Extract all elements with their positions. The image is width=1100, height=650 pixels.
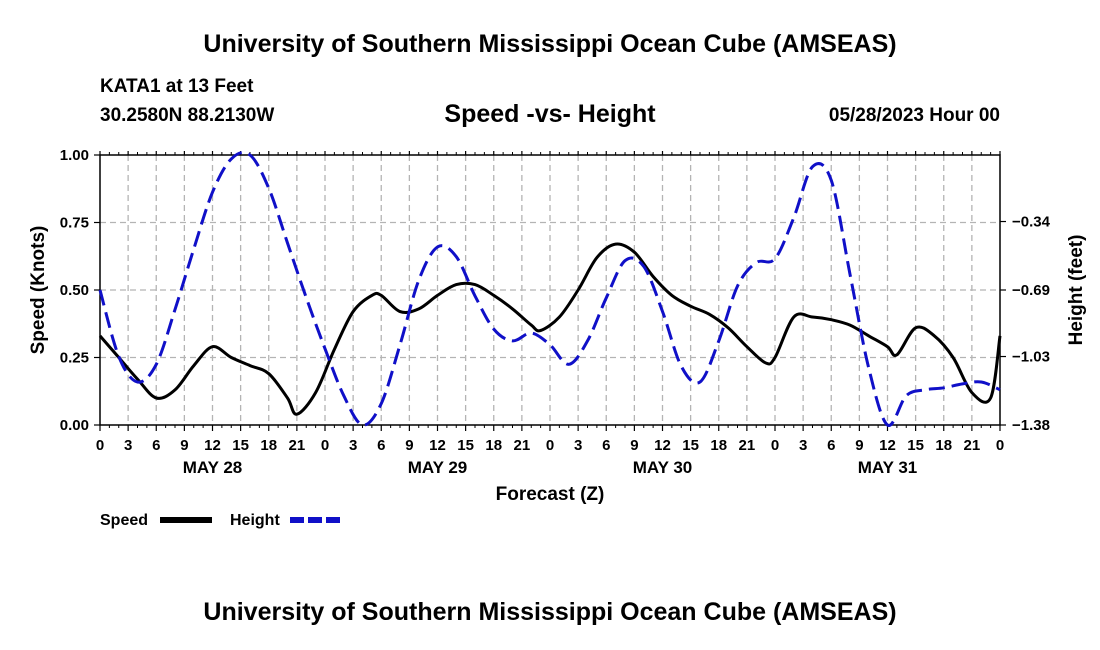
x-tick-label: 21 (289, 437, 306, 454)
x-axis-label: Forecast (Z) (496, 484, 605, 505)
x-tick-label: 3 (574, 437, 582, 454)
x-tick-label: 9 (180, 437, 188, 454)
day-label: MAY 30 (633, 458, 693, 477)
y-tick-label: 0.50 (60, 282, 89, 299)
x-tick-label: 18 (935, 437, 952, 454)
x-tick-label: 18 (710, 437, 727, 454)
x-tick-label: 18 (260, 437, 277, 454)
series-layer (98, 150, 1002, 427)
legend-label-speed: Speed (100, 512, 148, 529)
x-tick-label: 6 (827, 437, 835, 454)
forecast-datetime: 05/28/2023 Hour 00 (828, 105, 1000, 126)
axis-labels: 0 3 6 9 12 15 18 21 0 3 6 9 12 15 18 21 0 3 6 9 12 15 18 21 0 3 6 9… (60, 147, 1051, 477)
x-tick-label: 12 (204, 437, 221, 454)
x-tick-label: 15 (682, 437, 699, 454)
x-tick-label: 21 (739, 437, 756, 454)
y2-tick-label: −0.69 (1012, 282, 1050, 299)
series-line-height (98, 150, 1001, 427)
main-title: University of Southern Mississippi Ocean… (203, 30, 897, 58)
x-tick-label: 6 (602, 437, 610, 454)
day-label: MAY 31 (858, 458, 918, 477)
y-tick-label: 0.00 (60, 417, 89, 434)
y2-axis-label: Height (feet) (1066, 235, 1087, 346)
y2-tick-label: −0.34 (1012, 214, 1051, 231)
x-tick-label: 12 (654, 437, 671, 454)
y-tick-label: 1.00 (60, 147, 89, 164)
x-tick-label: 15 (457, 437, 474, 454)
x-tick-label: 15 (907, 437, 924, 454)
x-tick-label: 15 (232, 437, 249, 454)
x-tick-label: 12 (879, 437, 896, 454)
grid-lines (100, 155, 1000, 425)
x-tick-label: 9 (855, 437, 863, 454)
station-label: KATA1 at 13 Feet (100, 76, 254, 97)
x-tick-label: 3 (349, 437, 357, 454)
x-tick-label: 12 (429, 437, 446, 454)
x-tick-label: 6 (377, 437, 385, 454)
axis-ticks (94, 151, 1006, 431)
x-tick-label: 21 (964, 437, 981, 454)
x-tick-label: 3 (124, 437, 132, 454)
x-tick-label: 21 (514, 437, 531, 454)
chart-subtitle: Speed -vs- Height (444, 100, 656, 128)
footer-title: University of Southern Mississippi Ocean… (203, 598, 897, 626)
x-tick-label: 0 (546, 437, 554, 454)
x-tick-label: 0 (771, 437, 779, 454)
y2-tick-label: −1.38 (1012, 417, 1050, 434)
x-tick-label: 9 (405, 437, 413, 454)
legend-label-height: Height (230, 512, 280, 529)
day-label: MAY 29 (408, 458, 468, 477)
y-axis-label: Speed (Knots) (28, 226, 49, 355)
y2-tick-label: −1.03 (1012, 349, 1050, 366)
coordinates-label: 30.2580N 88.2130W (100, 105, 275, 126)
y-tick-label: 0.75 (60, 215, 89, 232)
x-tick-label: 0 (996, 437, 1004, 454)
legend: Speed Height (100, 512, 342, 529)
x-tick-label: 0 (321, 437, 329, 454)
x-tick-label: 6 (152, 437, 160, 454)
x-tick-label: 9 (630, 437, 638, 454)
day-label: MAY 28 (183, 458, 243, 477)
y-tick-label: 0.25 (60, 350, 89, 367)
x-tick-label: 18 (485, 437, 502, 454)
x-tick-label: 0 (96, 437, 104, 454)
x-tick-label: 3 (799, 437, 807, 454)
